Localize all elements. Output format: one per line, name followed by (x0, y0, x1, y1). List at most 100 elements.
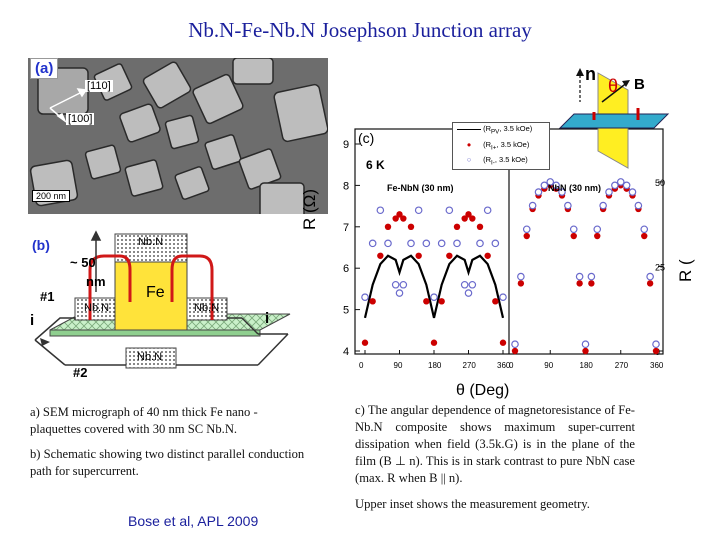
x-tick-label-2: 180 (428, 361, 442, 370)
y-axis-left-label: R (Ω) (300, 188, 319, 230)
x-tick-label-6: 90 (544, 361, 553, 370)
spacing-label-2: nm (86, 274, 106, 289)
caption-a: a) SEM micrograph of 40 nm thick Fe nano… (30, 405, 258, 436)
point-right-R_I--4 (534, 188, 543, 196)
y-tick-label-left-0: 4 (343, 346, 349, 358)
point-right-R_I--20 (628, 188, 637, 196)
legend-entry-1-text: (R (483, 124, 492, 133)
citation-credit: Bose et al, APL 2009 (128, 513, 259, 529)
point-left-R_I+-17 (476, 223, 484, 230)
point-left-R_I--3 (384, 239, 392, 248)
point-left-R_I--11 (437, 239, 446, 248)
point-right-R_I+-1 (517, 280, 525, 287)
point-right-R_I--10 (569, 225, 578, 234)
legend-entry-2-sub: I+ (491, 144, 497, 151)
point-left-R_I--14 (460, 280, 469, 289)
legend-entry-2: ● (RI+, 3.5 kOe) (466, 139, 530, 152)
magnetoresistance-chart: 45678902550090180270360090180270360 (343, 68, 670, 398)
point-right-R_I--17 (611, 181, 619, 190)
point-right-R_I--24 (652, 340, 660, 349)
x-tick-label-1: 90 (394, 361, 403, 370)
point-right-R_I--5 (540, 181, 549, 190)
point-left-R_I+-6 (400, 215, 407, 222)
point-left-R_I--8 (414, 206, 423, 215)
point-left-R_I+-5 (396, 211, 403, 218)
point-left-R_I--1 (368, 239, 377, 248)
y-tick-label-left-3: 7 (343, 222, 349, 234)
point-right-R_I--18 (616, 178, 625, 186)
x-axis-label: θ (Deg) (456, 382, 510, 399)
point-right-R_I--19 (622, 181, 631, 190)
point-left-R_I--5 (395, 289, 404, 297)
y-tick-label-right-1: 25 (655, 262, 665, 272)
inset-angle-label: θ (608, 76, 619, 96)
point-left-R_I--10 (430, 293, 438, 301)
caption-c-inset: Upper inset shows the measurement geomet… (355, 497, 590, 511)
point-right-R_I+-10 (570, 232, 577, 240)
caption-b: b) Schematic showing two distinct parall… (30, 447, 305, 478)
panel-a-label: (a) (30, 58, 59, 79)
legend-entry-2-suffix: , 3.5 kOe) (496, 139, 530, 149)
point-left-R_I--4 (391, 280, 400, 289)
point-left-R_I--20 (499, 293, 507, 301)
point-left-R_I--13 (453, 239, 461, 248)
right-pad-label: Nb.N (194, 302, 220, 314)
legend-entry-1: (RPV, 3.5 kOe) (453, 123, 549, 139)
x-tick-label-9: 360 (650, 361, 664, 370)
point-right-R_I+-24 (652, 347, 660, 355)
point-right-R_I--16 (605, 188, 613, 196)
scale-bar: 200 nm (32, 190, 71, 202)
legend-entry-3: ○ (RI-, 3.5 kOe) (466, 155, 528, 167)
point-left-R_I+-13 (453, 223, 461, 230)
point-right-R_I+-12 (582, 347, 589, 355)
point-right-R_I--7 (552, 181, 560, 190)
point-right-R_I+-23 (646, 280, 654, 287)
x-tick-label-7: 180 (580, 361, 594, 370)
fe-label: Fe (146, 284, 165, 301)
point-left-R_I--16 (468, 280, 477, 289)
legend-entry-3-suffix: , 3.5 kOe) (494, 155, 528, 164)
legend-entry-3-sub: I- (491, 159, 495, 167)
inset-field-label: B (634, 76, 645, 93)
sem-image (28, 58, 328, 214)
point-left-R_I+-18 (484, 252, 491, 259)
direction-110-label: [110] (85, 80, 113, 92)
point-right-R_I+-14 (594, 232, 601, 240)
chart-label-c: (c) (358, 130, 375, 146)
y-tick-label-left-4: 8 (343, 180, 349, 192)
point-left-R_I+-9 (423, 298, 430, 305)
point-right-R_I--22 (640, 225, 649, 234)
x-tick-label-4: 360 (497, 361, 511, 370)
y-tick-label-left-1: 5 (343, 305, 349, 317)
temperature-label: 6 K (366, 158, 385, 172)
point-left-R_I--6 (399, 280, 408, 289)
left-pad-label: Nb.N (84, 302, 110, 314)
point-left-R_I+-8 (415, 252, 422, 259)
point-right-R_I+-0 (511, 347, 519, 355)
top-contact-label: Nb.N (138, 236, 164, 248)
legend-entry-1-sub: PV (491, 128, 500, 136)
point-right-R_I+-11 (576, 280, 583, 287)
point-right-R_I--13 (587, 272, 596, 281)
point-left-R_I--2 (376, 206, 385, 215)
current-left-label: i (30, 312, 35, 329)
point-left-R_I--9 (422, 239, 431, 248)
y-tick-label-left-2: 6 (343, 263, 349, 275)
point-left-R_I--19 (491, 239, 500, 248)
legend-entry-2-text: (R (483, 139, 492, 149)
point-left-R_I+-4 (392, 215, 399, 222)
point-right-R_I--11 (575, 272, 584, 281)
point-right-R_I--0 (511, 340, 519, 349)
legend-entry-3-text: (R (483, 155, 492, 164)
current-right-label: i (265, 310, 270, 327)
point-right-R_I+-13 (588, 280, 595, 287)
panel-b-label: (b) (32, 237, 50, 253)
point-left-R_I+-0 (361, 339, 369, 346)
point-left-R_I+-3 (384, 223, 392, 230)
x-tick-label-5: 0 (509, 361, 514, 370)
point-right-R_I--6 (546, 178, 555, 186)
point-right-R_I--15 (599, 201, 607, 210)
direction-100-label: [100] (66, 113, 95, 125)
slide-title: Nb.N-Fe-Nb.N Josephson Junction array (188, 18, 532, 42)
point-left-R_I+-19 (492, 298, 499, 305)
